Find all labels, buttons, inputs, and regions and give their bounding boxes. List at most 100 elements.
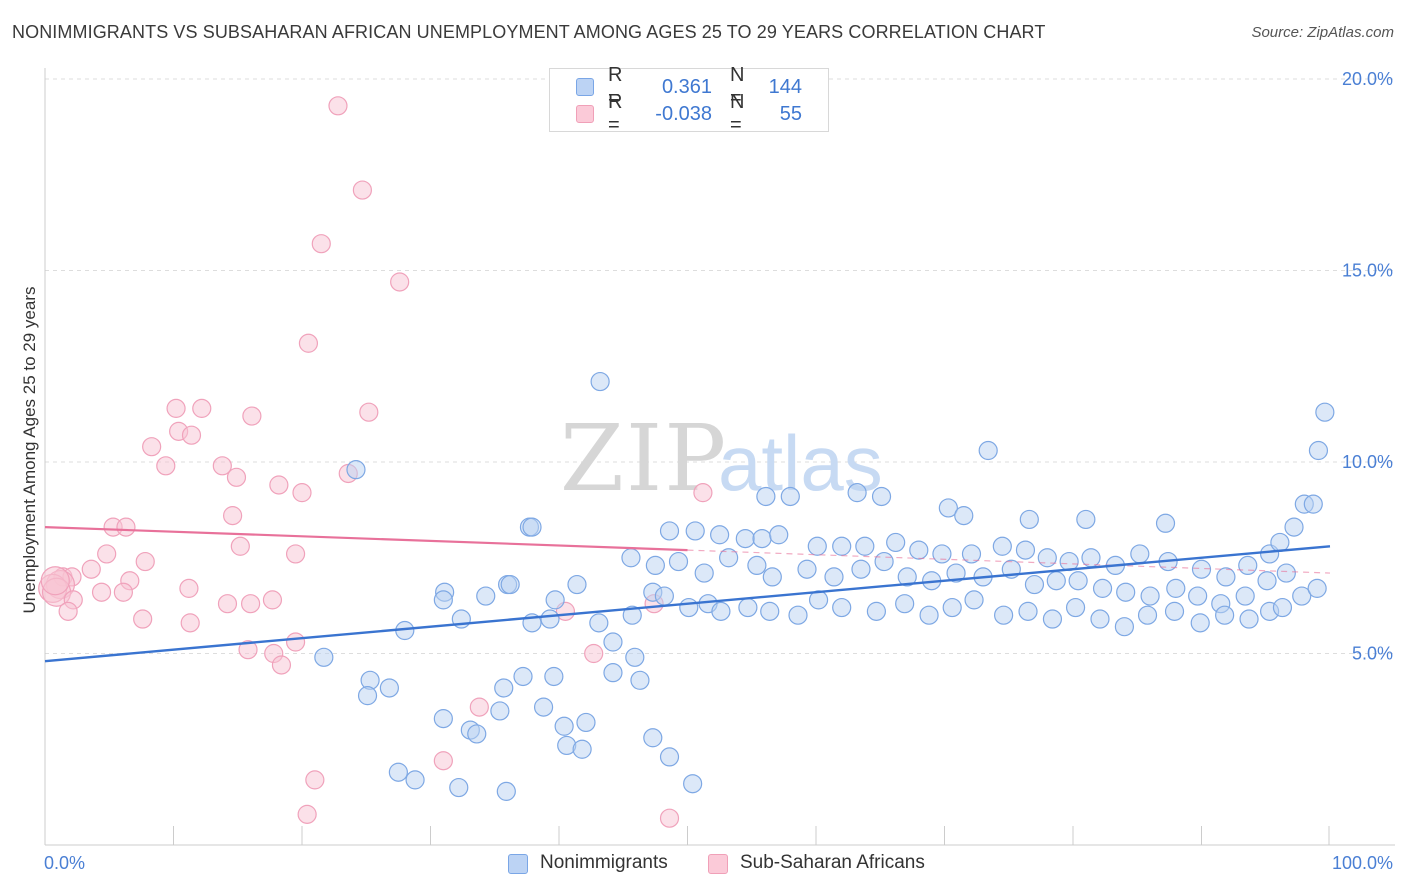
blue-point <box>346 460 366 480</box>
blue-swatch <box>576 78 594 96</box>
blue-point <box>855 536 875 556</box>
blue-point <box>1042 609 1063 629</box>
blue-point <box>1166 578 1186 598</box>
blue-point <box>694 563 714 583</box>
pink-point <box>305 770 325 790</box>
blue-point <box>449 777 469 798</box>
blue-point <box>540 609 560 629</box>
y-tick-label: 10.0% <box>1342 452 1393 472</box>
blue-point <box>1116 582 1136 602</box>
blue-point <box>1037 548 1057 568</box>
blue-point <box>554 716 574 736</box>
blue-point <box>895 594 915 614</box>
pink-point <box>113 582 133 602</box>
pink-point <box>223 506 243 526</box>
pink-point <box>271 655 292 675</box>
blue-point <box>1284 517 1304 537</box>
blue-point <box>659 747 680 767</box>
blue-point <box>572 739 592 759</box>
legend-pink-swatch <box>708 854 728 874</box>
blue-point <box>1046 571 1066 591</box>
blue-point <box>946 563 966 583</box>
blue-point <box>1019 509 1039 530</box>
pink-point <box>181 425 202 445</box>
blue-point <box>513 666 533 687</box>
pink-point <box>40 566 70 596</box>
blue-point <box>668 551 689 572</box>
pink-point <box>91 582 112 602</box>
legend-blue-swatch <box>508 854 528 874</box>
pink-point <box>390 272 410 292</box>
pink-point <box>298 333 319 353</box>
blue-point <box>1276 563 1296 583</box>
blue-r-label: R = <box>608 64 623 109</box>
blue-point <box>788 605 808 625</box>
blue-point <box>1024 574 1045 595</box>
blue-point <box>1191 559 1212 579</box>
blue-point <box>807 536 827 556</box>
blue-point <box>433 709 453 729</box>
blue-point <box>897 567 917 587</box>
blue-point <box>533 697 554 717</box>
pink-point <box>81 559 101 579</box>
blue-point <box>625 647 645 667</box>
blue-point <box>1272 597 1293 618</box>
blue-point <box>567 574 587 595</box>
blue-point <box>1307 578 1327 598</box>
blue-point <box>780 486 800 507</box>
blue-point <box>544 666 564 687</box>
blue-point <box>851 559 871 579</box>
blue-point <box>357 686 378 706</box>
y-tick-label: 5.0% <box>1352 644 1393 664</box>
blue-point <box>1188 586 1208 606</box>
blue-point <box>314 647 334 667</box>
blue-point <box>932 544 952 564</box>
blue-point <box>1257 571 1277 591</box>
blue-point <box>685 521 705 541</box>
pink-point <box>97 544 117 564</box>
pink-point <box>192 398 212 418</box>
pink-n-value: 55 <box>779 102 802 125</box>
pink-point <box>328 96 348 116</box>
blue-point <box>379 678 399 698</box>
legend-pink-label: Sub-Saharan Africans <box>740 852 925 873</box>
blue-point <box>1239 609 1259 629</box>
blue-point <box>824 567 844 587</box>
blue-point <box>654 586 674 606</box>
source-credit: Source: ZipAtlas.com <box>1251 24 1394 41</box>
blue-point <box>964 590 984 610</box>
x-tick-label-max: 100.0% <box>1332 853 1393 873</box>
blue-point <box>919 605 939 625</box>
blue-point <box>545 590 565 610</box>
blue-point <box>752 528 772 549</box>
blue-point <box>659 521 680 541</box>
blue-point <box>1308 440 1329 461</box>
blue-point <box>1130 544 1150 564</box>
pink-point <box>217 594 238 614</box>
blue-point <box>756 486 776 507</box>
blue-point <box>874 551 894 572</box>
blue-point <box>735 528 755 549</box>
y-tick-label: 15.0% <box>1342 261 1393 281</box>
pink-point <box>116 517 136 537</box>
blue-point <box>992 536 1012 556</box>
blue-point <box>942 597 962 618</box>
blue-point <box>719 548 739 568</box>
blue-point <box>832 536 852 556</box>
blue-point <box>1065 597 1086 618</box>
blue-point <box>954 506 974 526</box>
blue-point <box>710 525 730 545</box>
pink-point <box>142 437 162 457</box>
blue-point <box>1114 617 1135 637</box>
blue-point <box>871 486 892 507</box>
blue-point <box>1270 532 1290 553</box>
pink-point <box>292 483 312 503</box>
blue-point <box>1303 494 1323 514</box>
blue-point <box>1068 571 1088 591</box>
blue-point <box>797 559 817 579</box>
blue-point <box>630 670 650 690</box>
pink-point <box>693 483 713 503</box>
pink-n-label: N = <box>730 91 745 136</box>
blue-point <box>832 597 852 618</box>
